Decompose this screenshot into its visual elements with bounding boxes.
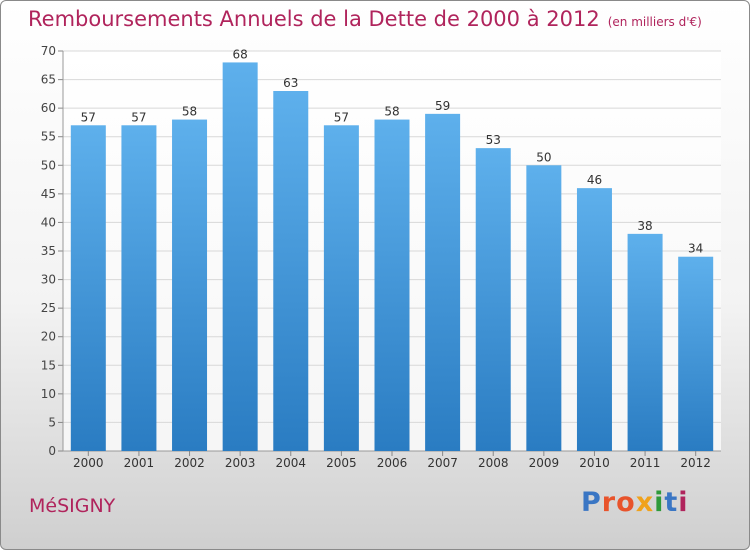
bar — [627, 233, 663, 451]
bar-value-label: 59 — [435, 99, 450, 113]
bar — [172, 119, 208, 452]
x-tick-label: 2007 — [427, 456, 458, 470]
x-tick-label: 2001 — [124, 456, 155, 470]
bar-value-label: 38 — [637, 219, 652, 233]
x-tick-label: 2006 — [377, 456, 408, 470]
y-tick-label: 60 — [41, 101, 56, 115]
proxiti-logo: Proxiti — [581, 487, 689, 518]
y-tick-label: 0 — [48, 444, 56, 458]
bar-value-label: 53 — [486, 133, 501, 147]
x-tick-label: 2004 — [275, 456, 306, 470]
bar-value-label: 57 — [334, 110, 349, 124]
y-tick-label: 15 — [41, 358, 56, 372]
y-tick-label: 65 — [41, 73, 56, 87]
logo-letter: i — [654, 487, 665, 518]
x-tick-label: 2005 — [326, 456, 357, 470]
bar-value-label: 50 — [536, 150, 551, 164]
x-tick-label: 2012 — [680, 456, 711, 470]
y-tick-label: 70 — [41, 44, 56, 58]
y-tick-label: 45 — [41, 187, 56, 201]
x-tick-label: 2003 — [225, 456, 256, 470]
chart-title: Remboursements Annuels de la Dette de 20… — [28, 7, 702, 31]
x-tick-label: 2002 — [174, 456, 205, 470]
bar-value-label: 46 — [587, 173, 602, 187]
y-tick-label: 10 — [41, 387, 56, 401]
bar — [273, 91, 309, 451]
x-tick-label: 2010 — [579, 456, 610, 470]
bar — [121, 125, 157, 452]
bar — [678, 256, 714, 451]
y-tick-label: 55 — [41, 130, 56, 144]
bar — [222, 62, 258, 452]
y-tick-label: 40 — [41, 215, 56, 229]
y-tick-label: 5 — [48, 415, 56, 429]
bar — [576, 188, 612, 451]
bar-value-label: 63 — [283, 76, 298, 90]
y-tick-label: 35 — [41, 244, 56, 258]
commune-name: MéSIGNY — [29, 495, 116, 517]
bar — [526, 165, 562, 452]
bar-value-label: 68 — [233, 47, 248, 61]
logo-letter: t — [664, 487, 679, 518]
bar-value-label: 57 — [131, 110, 146, 124]
bar-value-label: 34 — [688, 242, 703, 256]
chart-unit: (en milliers d'€) — [607, 15, 702, 29]
y-tick-label: 50 — [41, 158, 56, 172]
x-tick-label: 2011 — [630, 456, 661, 470]
logo-letter: x — [635, 487, 655, 518]
x-tick-label: 2009 — [529, 456, 560, 470]
bar-value-label: 58 — [384, 105, 399, 119]
bar-value-label: 57 — [81, 110, 96, 124]
chart-title-text: Remboursements Annuels de la Dette de 20… — [28, 7, 600, 31]
logo-letter: i — [678, 487, 689, 518]
logo-letter: P — [581, 487, 602, 518]
logo-letter: r — [601, 487, 617, 518]
bar — [475, 148, 511, 451]
x-tick-label: 2000 — [73, 456, 104, 470]
bar-value-label: 58 — [182, 105, 197, 119]
x-tick-label: 2008 — [478, 456, 509, 470]
bar — [425, 113, 461, 451]
bar — [323, 125, 359, 452]
y-tick-label: 25 — [41, 301, 56, 315]
bar — [374, 119, 410, 452]
y-tick-label: 20 — [41, 330, 56, 344]
bar — [70, 125, 106, 452]
logo-letter: o — [616, 487, 636, 518]
y-tick-label: 30 — [41, 273, 56, 287]
